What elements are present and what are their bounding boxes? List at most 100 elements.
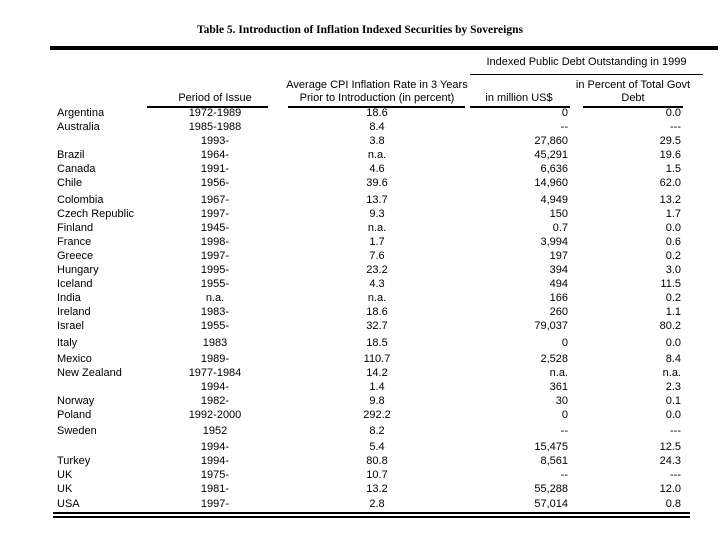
table-bottom-double-rule xyxy=(53,512,690,518)
musd-cell: 8,561 xyxy=(540,455,568,468)
table-row: Colombia 1967- 13.7 4,949 13.2 xyxy=(0,193,720,207)
country-cell: UK xyxy=(57,469,73,482)
cpi-cell: 4.3 xyxy=(369,278,385,291)
country-cell: Poland xyxy=(57,408,92,421)
period-cell: 1975- xyxy=(200,469,230,482)
table-row: Australia 1985-1988 8.4 -- --- xyxy=(0,120,720,134)
musd-cell: n.a. xyxy=(549,366,568,379)
country-cell: New Zealand xyxy=(57,366,122,379)
pct-header-line1: in Percent of Total Govt xyxy=(575,79,691,91)
cpi-cell: 18.6 xyxy=(366,107,388,119)
cpi-cell: n.a. xyxy=(367,292,387,305)
cpi-cell: 1.7 xyxy=(369,235,385,248)
cpi-header-line2: Prior to Introduction (in percent) xyxy=(299,92,455,104)
country-cell: Sweden xyxy=(57,425,97,438)
table-row: Italy 1983 18.5 0 0.0 xyxy=(0,336,720,350)
pct-cell: 1.1 xyxy=(665,306,681,319)
country-cell: Brazil xyxy=(57,149,85,162)
period-cell: 1982- xyxy=(200,394,230,407)
pct-cell: 11.5 xyxy=(660,278,681,291)
musd-cell: 0 xyxy=(561,408,568,421)
pct-cell: 0.0 xyxy=(665,221,681,234)
cpi-cell: 3.8 xyxy=(369,135,385,148)
country-cell: Mexico xyxy=(57,352,92,365)
pct-cell: n.a. xyxy=(662,366,681,379)
table-row: 1994- 1.4 361 2.3 xyxy=(0,380,720,394)
table-row: Argentina 1972-1989 18.6 0 0.0 xyxy=(0,106,720,120)
table-row: 1993- 3.8 27,860 29.5 xyxy=(0,134,720,148)
group-header-underline xyxy=(470,74,703,75)
cpi-cell: 1.4 xyxy=(369,380,385,393)
cpi-cell: n.a. xyxy=(367,149,387,162)
table-row: Greece 1997- 7.6 197 0.2 xyxy=(0,249,720,263)
column-header-period-of-issue: Period of Issue xyxy=(178,92,252,104)
period-cell: 1997- xyxy=(200,249,230,262)
country-cell: Hungary xyxy=(57,264,99,277)
musd-cell: 2,528 xyxy=(540,352,568,365)
pct-cell: 1.7 xyxy=(665,207,681,220)
period-cell: 1955- xyxy=(200,320,230,333)
pct-header-line2: Debt xyxy=(621,92,645,104)
musd-cell: 150 xyxy=(549,207,568,220)
cpi-cell: 110.7 xyxy=(363,352,391,365)
musd-cell: 27,860 xyxy=(534,135,568,148)
cpi-cell: 13.7 xyxy=(366,193,388,206)
cpi-cell: 18.6 xyxy=(366,306,388,319)
pct-cell: 13.2 xyxy=(659,193,681,206)
country-cell: Norway xyxy=(57,394,95,407)
musd-cell: 57,014 xyxy=(534,497,568,510)
cpi-cell: 39.6 xyxy=(366,177,388,190)
period-cell: 1985-1988 xyxy=(188,121,242,134)
period-cell: 1992-2000 xyxy=(188,408,242,421)
pct-cell: 1.5 xyxy=(665,163,681,176)
cpi-cell: 9.8 xyxy=(369,394,385,407)
period-cell: 1955- xyxy=(200,278,230,291)
musd-cell: 79,037 xyxy=(534,320,568,333)
table-row: Sweden 1952 8.2 -- --- xyxy=(0,424,720,438)
pct-cell: 0.0 xyxy=(665,107,681,119)
musd-cell: 0.7 xyxy=(552,221,568,234)
table-row: New Zealand 1977-1984 14.2 n.a. n.a. xyxy=(0,366,720,380)
pct-cell: 0.1 xyxy=(665,394,681,407)
cpi-cell: 14.2 xyxy=(366,366,388,379)
period-cell: 1994- xyxy=(200,455,230,468)
group-header-indexed-debt: Indexed Public Debt Outstanding in 1999 xyxy=(486,56,687,68)
country-cell: France xyxy=(57,235,92,248)
musd-cell: 3,994 xyxy=(540,235,568,248)
pct-cell: 3.0 xyxy=(665,264,681,277)
table-row: Poland 1992-2000 292.2 0 0.0 xyxy=(0,408,720,422)
pct-cell: 12.5 xyxy=(659,441,681,454)
country-cell: Italy xyxy=(57,336,78,349)
musd-cell: 197 xyxy=(549,249,568,262)
column-header-cpi-inflation: Average CPI Inflation Rate in 3 Years Pr… xyxy=(272,79,482,105)
pct-cell: 19.6 xyxy=(659,149,681,162)
musd-cell: 15,475 xyxy=(534,441,568,454)
period-cell: 1991- xyxy=(200,163,230,176)
country-cell: Chile xyxy=(57,177,83,190)
cpi-cell: 8.2 xyxy=(369,425,385,438)
country-cell: Greece xyxy=(57,249,94,262)
pct-cell: 0.0 xyxy=(665,336,681,349)
pct-cell: --- xyxy=(670,425,681,438)
table-row: India n.a. n.a. 166 0.2 xyxy=(0,291,720,305)
musd-cell: 260 xyxy=(549,306,568,319)
pct-cell: --- xyxy=(670,469,681,482)
musd-cell: 4,949 xyxy=(540,193,568,206)
pct-cell: 24.3 xyxy=(659,455,681,468)
period-cell: 1993- xyxy=(200,135,230,148)
period-cell: 1989- xyxy=(200,352,230,365)
cpi-cell: 292.2 xyxy=(363,408,391,421)
pct-cell: 12.0 xyxy=(659,483,681,496)
table-row: Finland 1945- n.a. 0.7 0.0 xyxy=(0,221,720,235)
country-cell: Iceland xyxy=(57,278,93,291)
period-cell: 1956- xyxy=(200,177,230,190)
period-cell: n.a. xyxy=(205,292,225,305)
period-cell: 1994- xyxy=(200,441,230,454)
country-cell: India xyxy=(57,292,81,305)
pct-cell: 29.5 xyxy=(659,135,681,148)
table-row: Ireland 1983- 18.6 260 1.1 xyxy=(0,305,720,319)
musd-cell: 45,291 xyxy=(534,149,568,162)
pct-cell: 62.0 xyxy=(659,177,681,190)
table-row: Czech Republic 1997- 9.3 150 1.7 xyxy=(0,207,720,221)
country-cell: Finland xyxy=(57,221,94,234)
